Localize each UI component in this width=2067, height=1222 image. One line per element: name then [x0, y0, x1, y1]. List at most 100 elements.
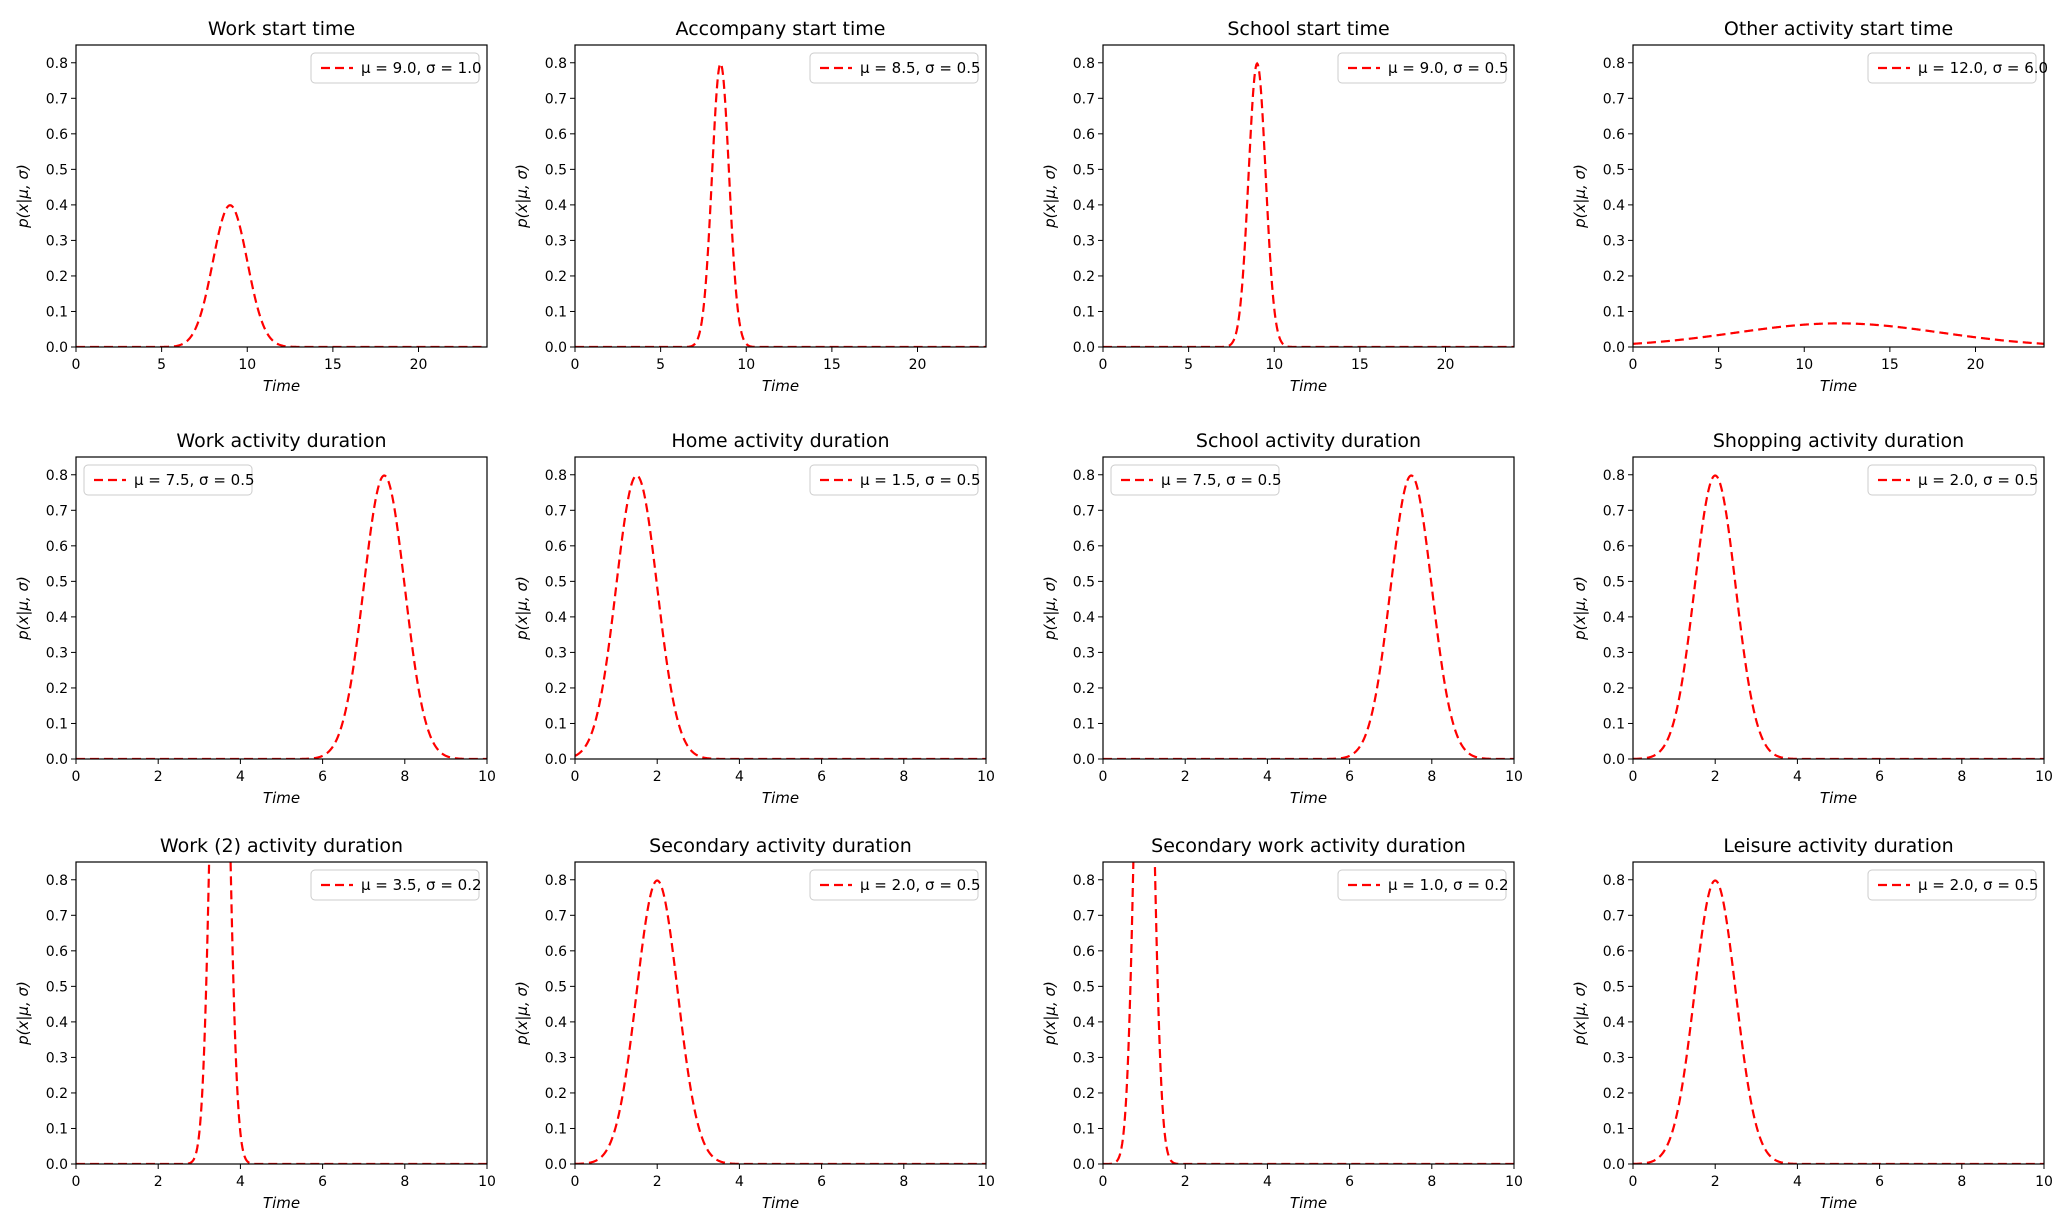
subplot-title: Other activity start time — [1724, 18, 1953, 40]
y-tick-label: 0.1 — [1073, 304, 1095, 320]
x-axis-label: Time — [1820, 377, 1857, 395]
y-tick-label: 0.5 — [1603, 574, 1625, 590]
y-tick-label: 0.5 — [545, 979, 567, 995]
plot-frame — [1632, 44, 2045, 348]
legend-label: μ = 8.5, σ = 0.5 — [860, 59, 981, 77]
subplot-title: School activity duration — [1196, 430, 1421, 452]
y-tick-label: 0.4 — [46, 1015, 68, 1031]
x-tick-label: 8 — [400, 769, 409, 785]
x-tick-label: 0 — [72, 769, 81, 785]
y-tick-label: 0.2 — [46, 681, 68, 697]
density-curve-1 — [1103, 61, 1514, 347]
y-axis-label: p(x|μ, σ) — [1571, 981, 1589, 1046]
legend-label: μ = 12.0, σ = 6.0 — [1918, 59, 2048, 77]
x-tick-label: 4 — [1263, 769, 1272, 785]
x-tick-label: 10 — [977, 1174, 995, 1190]
x-tick-label: 4 — [236, 769, 245, 785]
y-tick-label: 0.4 — [1073, 610, 1095, 626]
y-tick-label: 0.7 — [46, 908, 68, 924]
y-tick-label: 0.6 — [46, 127, 68, 143]
density-curve-1 — [1633, 879, 2044, 1164]
y-tick-label: 0.2 — [46, 269, 68, 285]
y-tick-label: 0.6 — [46, 539, 68, 555]
x-tick-label: 8 — [1957, 769, 1966, 785]
x-tick-label: 4 — [236, 1174, 245, 1190]
subplot-title: Leisure activity duration — [1723, 835, 1953, 857]
y-tick-label: 0.3 — [1603, 645, 1625, 661]
legend-label: μ = 2.0, σ = 0.5 — [1918, 876, 2039, 894]
y-tick-label: 0.6 — [1073, 127, 1095, 143]
y-tick-label: 0.2 — [545, 681, 567, 697]
y-tick-label: 0.4 — [1073, 198, 1095, 214]
y-tick-label: 0.0 — [1603, 752, 1625, 768]
y-axis-label: p(x|μ, σ) — [1041, 576, 1059, 641]
subplot-title: Accompany start time — [676, 18, 886, 40]
x-tick-label: 2 — [154, 1174, 163, 1190]
x-tick-label: 10 — [1795, 357, 1813, 373]
y-tick-label: 0.1 — [1073, 716, 1095, 732]
y-tick-label: 0.0 — [1603, 1157, 1625, 1173]
y-tick-label: 0.0 — [1073, 340, 1095, 356]
y-tick-label: 0.5 — [46, 162, 68, 178]
x-tick-label: 6 — [817, 1174, 826, 1190]
x-tick-label: 2 — [1181, 769, 1190, 785]
x-axis-label: Time — [263, 377, 300, 395]
y-tick-label: 0.5 — [46, 979, 68, 995]
y-tick-label: 0.3 — [545, 645, 567, 661]
y-tick-label: 0.7 — [1603, 908, 1625, 924]
y-tick-label: 0.3 — [1073, 233, 1095, 249]
y-axis-label: p(x|μ, σ) — [513, 576, 531, 641]
y-tick-label: 0.0 — [1603, 340, 1625, 356]
x-tick-label: 4 — [1263, 1174, 1272, 1190]
y-tick-label: 0.6 — [545, 944, 567, 960]
x-tick-label: 5 — [1714, 357, 1723, 373]
x-tick-label: 6 — [1345, 769, 1354, 785]
y-tick-label: 0.3 — [545, 233, 567, 249]
legend-label: μ = 7.5, σ = 0.5 — [134, 471, 255, 489]
x-axis-label: Time — [263, 1194, 300, 1212]
legend-label: μ = 2.0, σ = 0.5 — [1918, 471, 2039, 489]
legend: μ = 9.0, σ = 0.5 — [1337, 52, 1509, 84]
x-tick-label: 10 — [2035, 1174, 2053, 1190]
x-tick-label: 10 — [977, 769, 995, 785]
legend-box — [310, 52, 480, 84]
legend-label: μ = 9.0, σ = 1.0 — [361, 59, 482, 77]
y-tick-label: 0.1 — [1073, 1121, 1095, 1137]
y-tick-label: 0.6 — [1603, 539, 1625, 555]
x-tick-label: 20 — [909, 357, 927, 373]
y-tick-label: 0.8 — [46, 56, 68, 72]
subplot-8: Shopping activity duration 0.0 0.1 0.2 0.3 0.… — [1571, 430, 2053, 807]
x-tick-label: 10 — [2035, 769, 2053, 785]
legend: μ = 9.0, σ = 1.0 — [310, 52, 482, 84]
subplot-title: Secondary activity duration — [649, 835, 912, 857]
x-tick-label: 15 — [324, 357, 342, 373]
y-tick-label: 0.7 — [545, 91, 567, 107]
x-tick-label: 0 — [1099, 357, 1108, 373]
y-tick-label: 0.2 — [545, 269, 567, 285]
y-tick-label: 0.1 — [46, 716, 68, 732]
x-tick-label: 6 — [318, 1174, 327, 1190]
y-tick-label: 0.8 — [545, 468, 567, 484]
x-tick-label: 10 — [478, 769, 496, 785]
legend: μ = 1.0, σ = 0.2 — [1337, 869, 1509, 901]
x-tick-label: 6 — [1345, 1174, 1354, 1190]
x-tick-label: 20 — [1967, 357, 1985, 373]
legend: μ = 2.0, σ = 0.5 — [1867, 464, 2039, 496]
y-tick-label: 0.7 — [1073, 91, 1095, 107]
subplot-3: School start time 0.0 0.1 0.2 0.3 0.4 0.5 0.6 0.… — [1041, 18, 1515, 395]
y-tick-label: 0.0 — [545, 752, 567, 768]
plot-frame — [1102, 456, 1515, 760]
x-tick-label: 4 — [1793, 769, 1802, 785]
legend-box — [1867, 869, 2037, 901]
subplot-10: Secondary activity duration 0.0 0.1 0.2 0.3 0… — [513, 835, 995, 1212]
density-curve-1 — [76, 862, 487, 1164]
y-tick-label: 0.3 — [1603, 233, 1625, 249]
legend-box — [1867, 464, 2037, 496]
subplot-2: Accompany start time 0.0 0.1 0.2 0.3 0.4 0.5 0.… — [513, 18, 987, 395]
legend-box — [83, 464, 253, 496]
y-axis-label: p(x|μ, σ) — [14, 164, 32, 229]
density-curve-1 — [1633, 474, 2044, 759]
density-curve-1 — [575, 62, 986, 347]
y-tick-label: 0.8 — [1073, 468, 1095, 484]
y-tick-label: 0.7 — [545, 503, 567, 519]
